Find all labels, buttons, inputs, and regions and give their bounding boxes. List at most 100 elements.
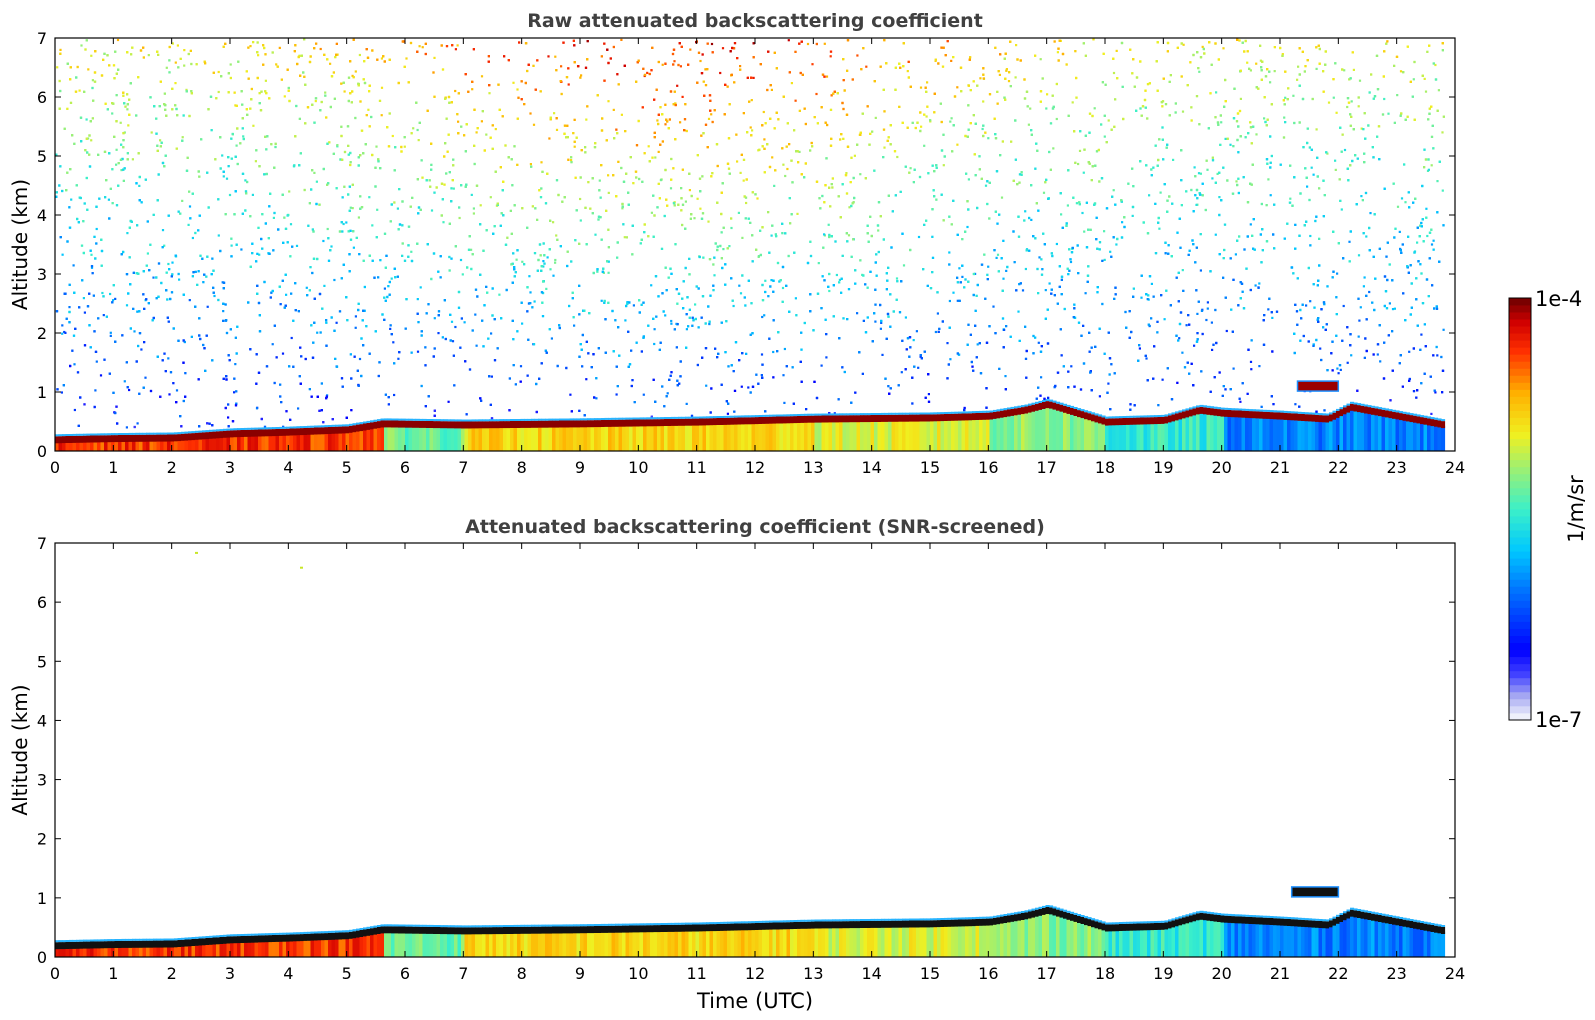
speckle-pixel	[109, 331, 112, 334]
speckle-pixel	[326, 227, 329, 231]
speckle-pixel	[133, 330, 136, 333]
speckle-pixel	[763, 314, 766, 317]
speckle-pixel	[1040, 376, 1043, 379]
speckle-pixel	[1434, 63, 1437, 67]
speckle-pixel	[1246, 61, 1249, 64]
speckle-pixel	[1220, 121, 1223, 124]
speckle-pixel	[99, 374, 103, 377]
speckle-pixel	[305, 286, 308, 289]
speckle-pixel	[676, 84, 679, 87]
speckle-pixel	[670, 322, 673, 325]
speckle-pixel	[1060, 213, 1063, 216]
speckle-pixel	[289, 223, 293, 226]
speckle-pixel	[87, 137, 90, 140]
speckle-pixel	[217, 90, 220, 94]
speckle-pixel	[770, 88, 773, 91]
speckle-pixel	[319, 47, 322, 51]
speckle-pixel	[1396, 205, 1400, 208]
speckle-pixel	[1148, 194, 1151, 197]
speckle-pixel	[191, 236, 194, 240]
speckle-pixel	[456, 44, 459, 47]
speckle-pixel	[60, 391, 63, 394]
speckle-pixel	[540, 161, 543, 164]
speckle-pixel	[1281, 53, 1284, 56]
speckle-pixel	[213, 294, 216, 298]
speckle-pixel	[1205, 318, 1208, 322]
speckle-pixel	[1115, 49, 1118, 52]
speckle-pixel	[1138, 347, 1141, 350]
speckle-pixel	[107, 198, 110, 201]
speckle-pixel	[650, 284, 653, 287]
speckle-pixel	[297, 407, 300, 410]
speckle-pixel	[457, 120, 460, 123]
speckle-pixel	[699, 207, 702, 210]
speckle-pixel	[1030, 218, 1033, 221]
speckle-pixel	[879, 327, 882, 330]
speckle-pixel	[390, 277, 393, 280]
speckle-pixel	[664, 123, 667, 126]
speckle-pixel	[480, 120, 483, 123]
speckle-pixel	[607, 271, 610, 274]
speckle-pixel	[1400, 197, 1404, 200]
speckle-pixel	[454, 48, 457, 51]
speckle-pixel	[183, 64, 186, 67]
speckle-pixel	[642, 393, 645, 396]
speckle-pixel	[138, 184, 141, 187]
speckle-pixel	[961, 275, 964, 278]
noise-speckle	[55, 38, 1445, 429]
speckle-pixel	[150, 131, 153, 134]
speckle-pixel	[749, 126, 752, 129]
speckle-pixel	[116, 38, 120, 42]
speckle-pixel	[174, 82, 177, 85]
speckle-pixel	[856, 54, 859, 57]
speckle-pixel	[1234, 253, 1237, 256]
speckle-pixel	[80, 44, 83, 47]
speckle-pixel	[981, 127, 984, 131]
speckle-pixel	[1206, 307, 1209, 310]
speckle-pixel	[685, 402, 688, 405]
speckle-pixel	[430, 209, 434, 212]
speckle-pixel	[1426, 234, 1429, 238]
speckle-pixel	[254, 160, 257, 163]
speckle-pixel	[1398, 230, 1401, 233]
speckle-pixel	[405, 57, 408, 60]
speckle-pixel	[1005, 68, 1008, 71]
speckle-pixel	[1112, 71, 1116, 75]
speckle-pixel	[1025, 248, 1029, 251]
speckle-pixel	[521, 322, 524, 325]
speckle-pixel	[470, 248, 473, 251]
speckle-pixel	[1007, 80, 1011, 83]
speckle-pixel	[1024, 210, 1027, 213]
speckle-pixel	[827, 223, 830, 226]
speckle-pixel	[705, 384, 708, 387]
speckle-pixel	[82, 297, 85, 300]
speckle-pixel	[1360, 127, 1363, 130]
speckle-pixel	[1420, 333, 1423, 336]
speckle-pixel	[835, 273, 838, 277]
speckle-pixel	[751, 129, 754, 132]
speckle-pixel	[926, 81, 929, 84]
speckle-pixel	[607, 100, 610, 103]
speckle-pixel	[1296, 78, 1299, 81]
speckle-pixel	[187, 223, 190, 226]
speckle-pixel	[257, 54, 260, 57]
speckle-pixel	[352, 246, 355, 249]
speckle-pixel	[548, 137, 551, 140]
speckle-pixel	[664, 62, 667, 65]
speckle-pixel	[1309, 234, 1312, 238]
speckle-pixel	[125, 304, 129, 307]
speckle-pixel	[354, 315, 357, 318]
speckle-pixel	[552, 274, 555, 277]
speckle-pixel	[1408, 350, 1411, 353]
speckle-pixel	[78, 89, 81, 92]
speckle-pixel	[512, 81, 515, 84]
speckle-pixel	[1004, 375, 1007, 378]
speckle-pixel	[979, 77, 982, 80]
speckle-pixel	[948, 299, 951, 303]
speckle-pixel	[607, 174, 610, 177]
speckle-pixel	[181, 199, 184, 202]
speckle-pixel	[1436, 180, 1439, 183]
speckle-pixel	[1430, 243, 1434, 246]
speckle-pixel	[976, 343, 979, 346]
